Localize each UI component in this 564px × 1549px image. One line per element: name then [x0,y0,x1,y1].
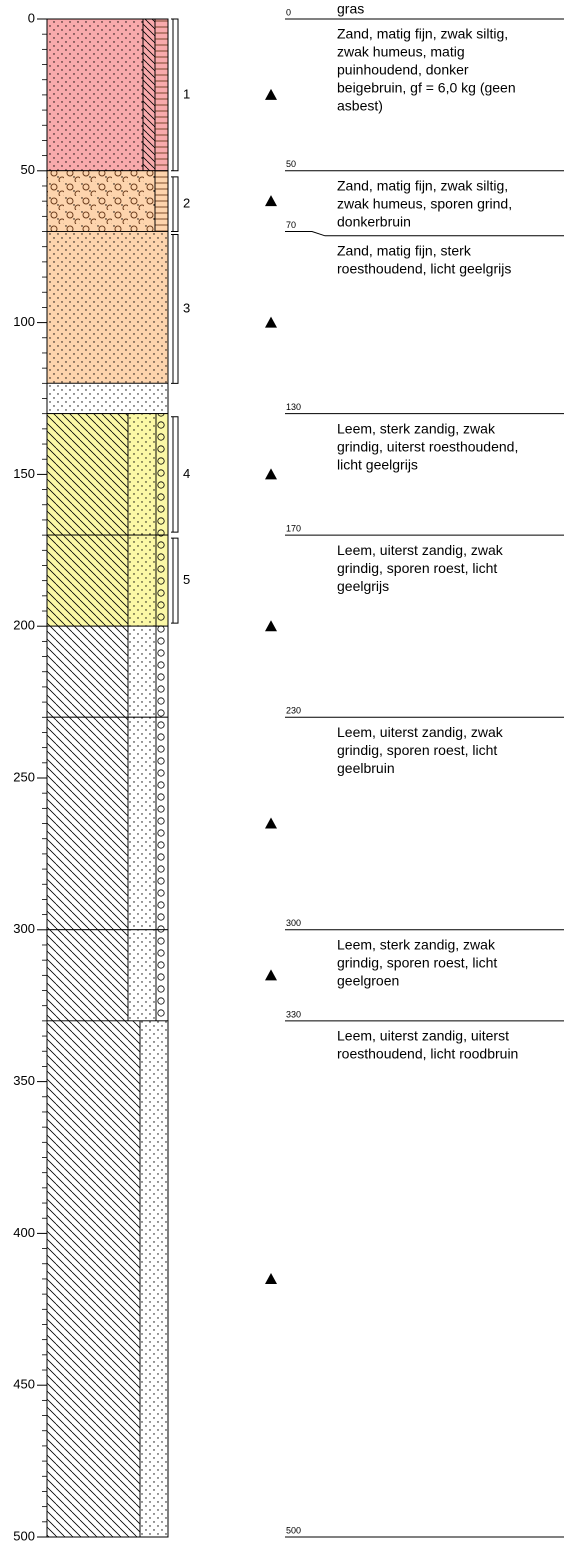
depth-label: 70 [286,220,296,230]
sample-bracket [171,19,178,171]
tick-label: 150 [13,466,35,481]
depth-label: 0 [286,7,291,17]
sample-label: 2 [183,196,190,211]
description-text: asbest) [337,98,383,114]
sample-label: 3 [183,300,190,315]
sample-marker [265,969,277,980]
depth-label: 230 [286,706,301,716]
layer-pattern [47,717,128,930]
depth-label: 500 [286,1525,301,1535]
layer-pattern [47,19,143,171]
description-text: grindig, sporen roest, licht [337,560,497,576]
description-text: grindig, sporen roest, licht [337,742,497,758]
layer-pattern [128,930,156,1021]
description-text: roesthoudend, licht geelgrijs [337,261,511,277]
description-text: Zand, matig fijn, zwak siltig, [337,26,508,42]
sample-marker [265,620,277,631]
tick-label: 200 [13,618,35,633]
layer-pattern [128,535,156,626]
page: 0 50 100 150 200 250 300 350 400 450 500 1 2 3 4 5 gras 0… [0,0,564,1549]
depth-label: 50 [286,159,296,169]
description-text: roesthoudend, licht roodbruin [337,1046,518,1062]
sample-marker [265,818,277,829]
layer-pattern [156,414,168,535]
layer-pattern [155,19,168,171]
tick-label: 300 [13,921,35,936]
borehole-log: 0 50 100 150 200 250 300 350 400 450 500 1 2 3 4 5 gras 0… [0,0,564,1544]
surface-label: gras [337,1,364,17]
description-text: Zand, matig fijn, zwak siltig, [337,178,508,194]
layer-pattern [156,930,168,1021]
depth-label: 330 [286,1009,301,1019]
depth-label: 170 [286,523,301,533]
tick-label: 350 [13,1073,35,1088]
sample-bracket [171,177,178,232]
layer-pattern [47,383,168,413]
layer-pattern [47,171,155,232]
tick-label: 50 [21,162,35,177]
description-text: Leem, uiterst zandig, zwak [337,542,504,558]
sample-bracket [171,538,178,623]
tick-label: 250 [13,769,35,784]
tick-label: 100 [13,314,35,329]
sample-marker [265,1273,277,1284]
description-text: Leem, uiterst zandig, uiterst [337,1028,509,1044]
sample-label: 5 [183,572,190,587]
depth-label: 300 [286,918,301,928]
layer-pattern [47,535,128,626]
sample-marker [265,195,277,206]
description-text: zwak humeus, matig [337,44,465,60]
description-text: Leem, sterk zandig, zwak [337,420,496,436]
description-text: zwak humeus, sporen grind, [337,196,512,212]
description-text: puinhoudend, donker [337,62,469,78]
description-text: grindig, sporen roest, licht [337,955,497,971]
description-text: grindig, uiterst roesthoudend, [337,438,518,454]
layer-pattern [156,626,168,717]
layer-pattern [47,232,168,384]
layer-pattern [47,930,128,1021]
tick-label: 450 [13,1377,35,1392]
tick-label: 400 [13,1225,35,1240]
description-text: beigebruin, gf = 6,0 kg (geen [337,80,516,96]
sample-bracket [171,417,178,532]
description-text: licht geelgrijs [337,456,418,472]
depth-label: 130 [286,402,301,412]
layer-pattern [140,1021,168,1537]
description-text: Zand, matig fijn, sterk [337,243,472,259]
sample-marker [265,468,277,479]
sample-marker [265,89,277,100]
layer-pattern [155,171,168,232]
tick-label: 0 [28,10,35,25]
layer-pattern [156,717,168,930]
layer-pattern [128,626,156,717]
description-line [285,232,564,236]
sample-bracket [171,235,178,384]
layer-pattern [47,626,128,717]
layer-pattern [47,1021,140,1537]
layer-pattern [128,717,156,930]
description-text: geelgroen [337,973,399,989]
description-text: donkerbruin [337,214,411,230]
layer-pattern [47,414,128,535]
tick-label: 500 [13,1528,35,1543]
sample-label: 4 [183,466,190,481]
description-text: geelgrijs [337,578,389,594]
layer-pattern [156,535,168,626]
sample-marker [265,317,277,328]
layer-pattern [143,19,155,171]
layer-pattern [128,414,156,535]
description-text: Leem, uiterst zandig, zwak [337,724,504,740]
description-text: Leem, sterk zandig, zwak [337,937,496,953]
description-text: geelbruin [337,760,395,776]
sample-label: 1 [183,86,190,101]
